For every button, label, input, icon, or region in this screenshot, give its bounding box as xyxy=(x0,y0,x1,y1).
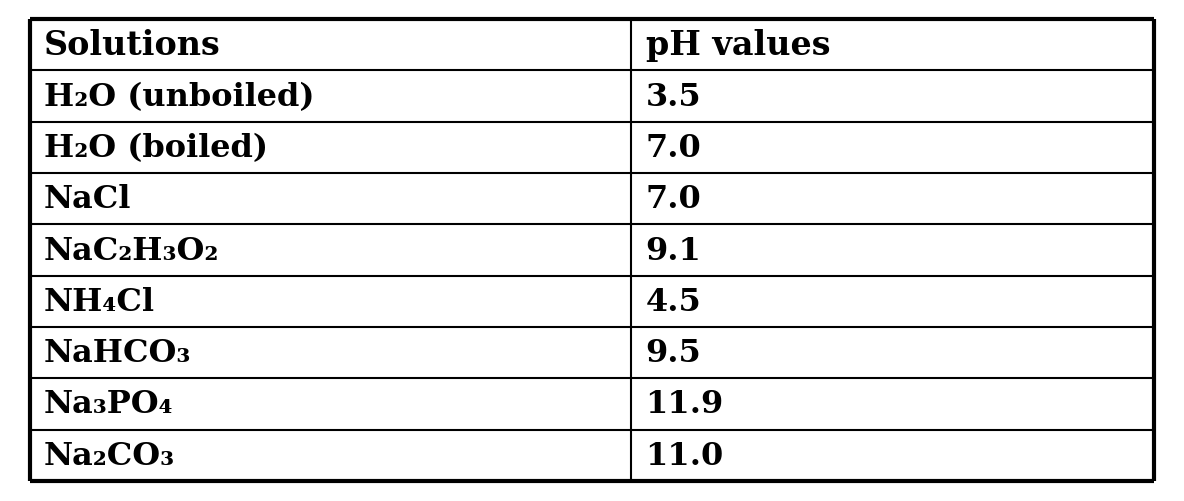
Text: NaCl: NaCl xyxy=(44,184,131,215)
Text: Solutions: Solutions xyxy=(44,29,220,62)
Text: 11.0: 11.0 xyxy=(645,440,723,471)
Text: 7.0: 7.0 xyxy=(645,184,701,215)
Text: Na₂CO₃: Na₂CO₃ xyxy=(44,440,175,471)
Text: NaC₂H₃O₂: NaC₂H₃O₂ xyxy=(44,235,219,266)
Text: 9.1: 9.1 xyxy=(645,235,701,266)
Text: 3.5: 3.5 xyxy=(645,81,701,112)
Text: 9.5: 9.5 xyxy=(645,338,701,368)
Text: NaHCO₃: NaHCO₃ xyxy=(44,338,191,368)
Text: pH values: pH values xyxy=(645,29,830,62)
Text: NH₄Cl: NH₄Cl xyxy=(44,286,155,317)
Text: 7.0: 7.0 xyxy=(645,133,701,163)
Text: H₂O (boiled): H₂O (boiled) xyxy=(44,133,268,163)
Text: Na₃PO₄: Na₃PO₄ xyxy=(44,389,173,420)
Text: 11.9: 11.9 xyxy=(645,389,723,420)
Text: 4.5: 4.5 xyxy=(645,286,701,317)
Text: H₂O (unboiled): H₂O (unboiled) xyxy=(44,81,314,112)
